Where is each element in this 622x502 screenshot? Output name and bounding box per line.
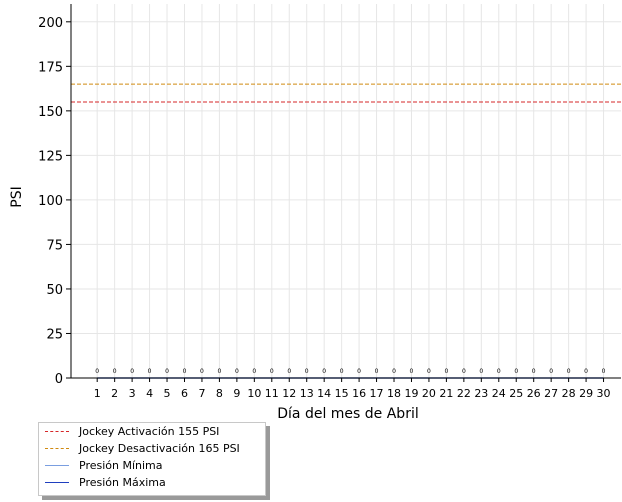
y-tick-label: 100 bbox=[38, 194, 63, 209]
x-tick-label: 24 bbox=[492, 387, 506, 400]
y-tick-label: 75 bbox=[46, 238, 63, 253]
x-tick-label: 2 bbox=[111, 387, 118, 400]
legend-item-desactivacion: Jockey Desactivación 165 PSI bbox=[39, 440, 265, 457]
x-tick-label: 8 bbox=[216, 387, 223, 400]
data-label: 0 bbox=[375, 368, 379, 375]
data-label: 0 bbox=[514, 368, 518, 375]
y-tick-label: 150 bbox=[38, 105, 63, 120]
x-tick-label: 20 bbox=[422, 387, 436, 400]
x-tick-label: 18 bbox=[387, 387, 401, 400]
data-label: 0 bbox=[130, 368, 134, 375]
x-tick-label: 11 bbox=[265, 387, 279, 400]
x-tick-label: 15 bbox=[335, 387, 349, 400]
data-labels: 0 0 0 0 0 0 0 0 0 0 0 0 0 0 0 0 0 0 0 0 0 0 0 0 0 0 0 0 0 0 bbox=[95, 368, 605, 375]
legend-item-presion-minima: Presión Mínima bbox=[39, 457, 265, 474]
data-label: 0 bbox=[148, 368, 152, 375]
x-tick-label: 10 bbox=[247, 387, 261, 400]
x-tick-label: 21 bbox=[439, 387, 453, 400]
data-label: 0 bbox=[444, 368, 448, 375]
y-axis-label: PSI bbox=[9, 186, 25, 207]
data-label: 0 bbox=[113, 368, 117, 375]
x-tick-label: 7 bbox=[198, 387, 205, 400]
data-label: 0 bbox=[479, 368, 483, 375]
y-tick-label: 125 bbox=[38, 149, 63, 164]
data-label: 0 bbox=[462, 368, 466, 375]
data-label: 0 bbox=[287, 368, 291, 375]
y-tick-label: 175 bbox=[38, 60, 63, 75]
reference-lines bbox=[71, 83, 621, 103]
x-tick-label: 16 bbox=[352, 387, 366, 400]
x-tick-label: 22 bbox=[457, 387, 471, 400]
legend-label-activacion: Jockey Activación 155 PSI bbox=[79, 425, 220, 438]
legend: Jockey Activación 155 PSI Jockey Desacti… bbox=[38, 422, 266, 496]
x-tick-label: 23 bbox=[474, 387, 488, 400]
x-tick-label: 9 bbox=[233, 387, 240, 400]
y-tick-label: 50 bbox=[46, 283, 63, 298]
data-label: 0 bbox=[584, 368, 588, 375]
legend-item-activacion: Jockey Activación 155 PSI bbox=[39, 423, 265, 440]
data-label: 0 bbox=[200, 368, 204, 375]
data-label: 0 bbox=[532, 368, 536, 375]
x-axis-label: Día del mes de Abril bbox=[277, 406, 418, 422]
data-label: 0 bbox=[252, 368, 256, 375]
y-tick-label: 0 bbox=[55, 372, 63, 387]
x-tick-label: 30 bbox=[597, 387, 611, 400]
legend-label-presion-maxima: Presión Máxima bbox=[79, 476, 166, 489]
data-label: 0 bbox=[392, 368, 396, 375]
x-tick-label: 17 bbox=[370, 387, 384, 400]
x-ticks: 1 2 3 4 5 6 7 8 9 10 11 12 13 14 15 16 17 18 19 20 21 22 23 24 2… bbox=[94, 378, 611, 400]
data-label: 0 bbox=[357, 368, 361, 375]
data-label: 0 bbox=[95, 368, 99, 375]
data-label: 0 bbox=[235, 368, 239, 375]
x-tick-label: 19 bbox=[404, 387, 418, 400]
legend-swatch-presion-maxima bbox=[45, 482, 69, 483]
data-label: 0 bbox=[183, 368, 187, 375]
legend-swatch-desactivacion bbox=[45, 448, 69, 449]
x-tick-label: 6 bbox=[181, 387, 188, 400]
data-label: 0 bbox=[322, 368, 326, 375]
axes bbox=[70, 4, 621, 379]
data-label: 0 bbox=[602, 368, 606, 375]
data-label: 0 bbox=[549, 368, 553, 375]
x-tick-label: 26 bbox=[527, 387, 541, 400]
data-label: 0 bbox=[410, 368, 414, 375]
y-tick-label: 200 bbox=[38, 16, 63, 31]
y-ticks: 0 25 50 75 100 125 150 175 200 bbox=[38, 16, 71, 387]
y-tick-label: 25 bbox=[46, 327, 63, 342]
data-label: 0 bbox=[497, 368, 501, 375]
data-label: 0 bbox=[567, 368, 571, 375]
x-tick-label: 5 bbox=[164, 387, 171, 400]
data-label: 0 bbox=[270, 368, 274, 375]
data-label: 0 bbox=[217, 368, 221, 375]
data-label: 0 bbox=[305, 368, 309, 375]
legend-label-desactivacion: Jockey Desactivación 165 PSI bbox=[79, 442, 240, 455]
x-tick-label: 14 bbox=[317, 387, 331, 400]
x-tick-label: 3 bbox=[129, 387, 136, 400]
data-label: 0 bbox=[340, 368, 344, 375]
x-tick-label: 13 bbox=[300, 387, 314, 400]
grid bbox=[71, 4, 621, 379]
x-tick-label: 29 bbox=[579, 387, 593, 400]
x-tick-label: 25 bbox=[509, 387, 523, 400]
x-tick-label: 1 bbox=[94, 387, 101, 400]
legend-item-presion-maxima: Presión Máxima bbox=[39, 474, 265, 491]
x-tick-label: 4 bbox=[146, 387, 153, 400]
legend-swatch-activacion bbox=[45, 431, 69, 432]
legend-label-presion-minima: Presión Mínima bbox=[79, 459, 163, 472]
data-label: 0 bbox=[165, 368, 169, 375]
data-label: 0 bbox=[427, 368, 431, 375]
x-tick-label: 28 bbox=[562, 387, 576, 400]
legend-swatch-presion-minima bbox=[45, 465, 69, 466]
x-tick-label: 27 bbox=[544, 387, 558, 400]
x-tick-label: 12 bbox=[282, 387, 296, 400]
